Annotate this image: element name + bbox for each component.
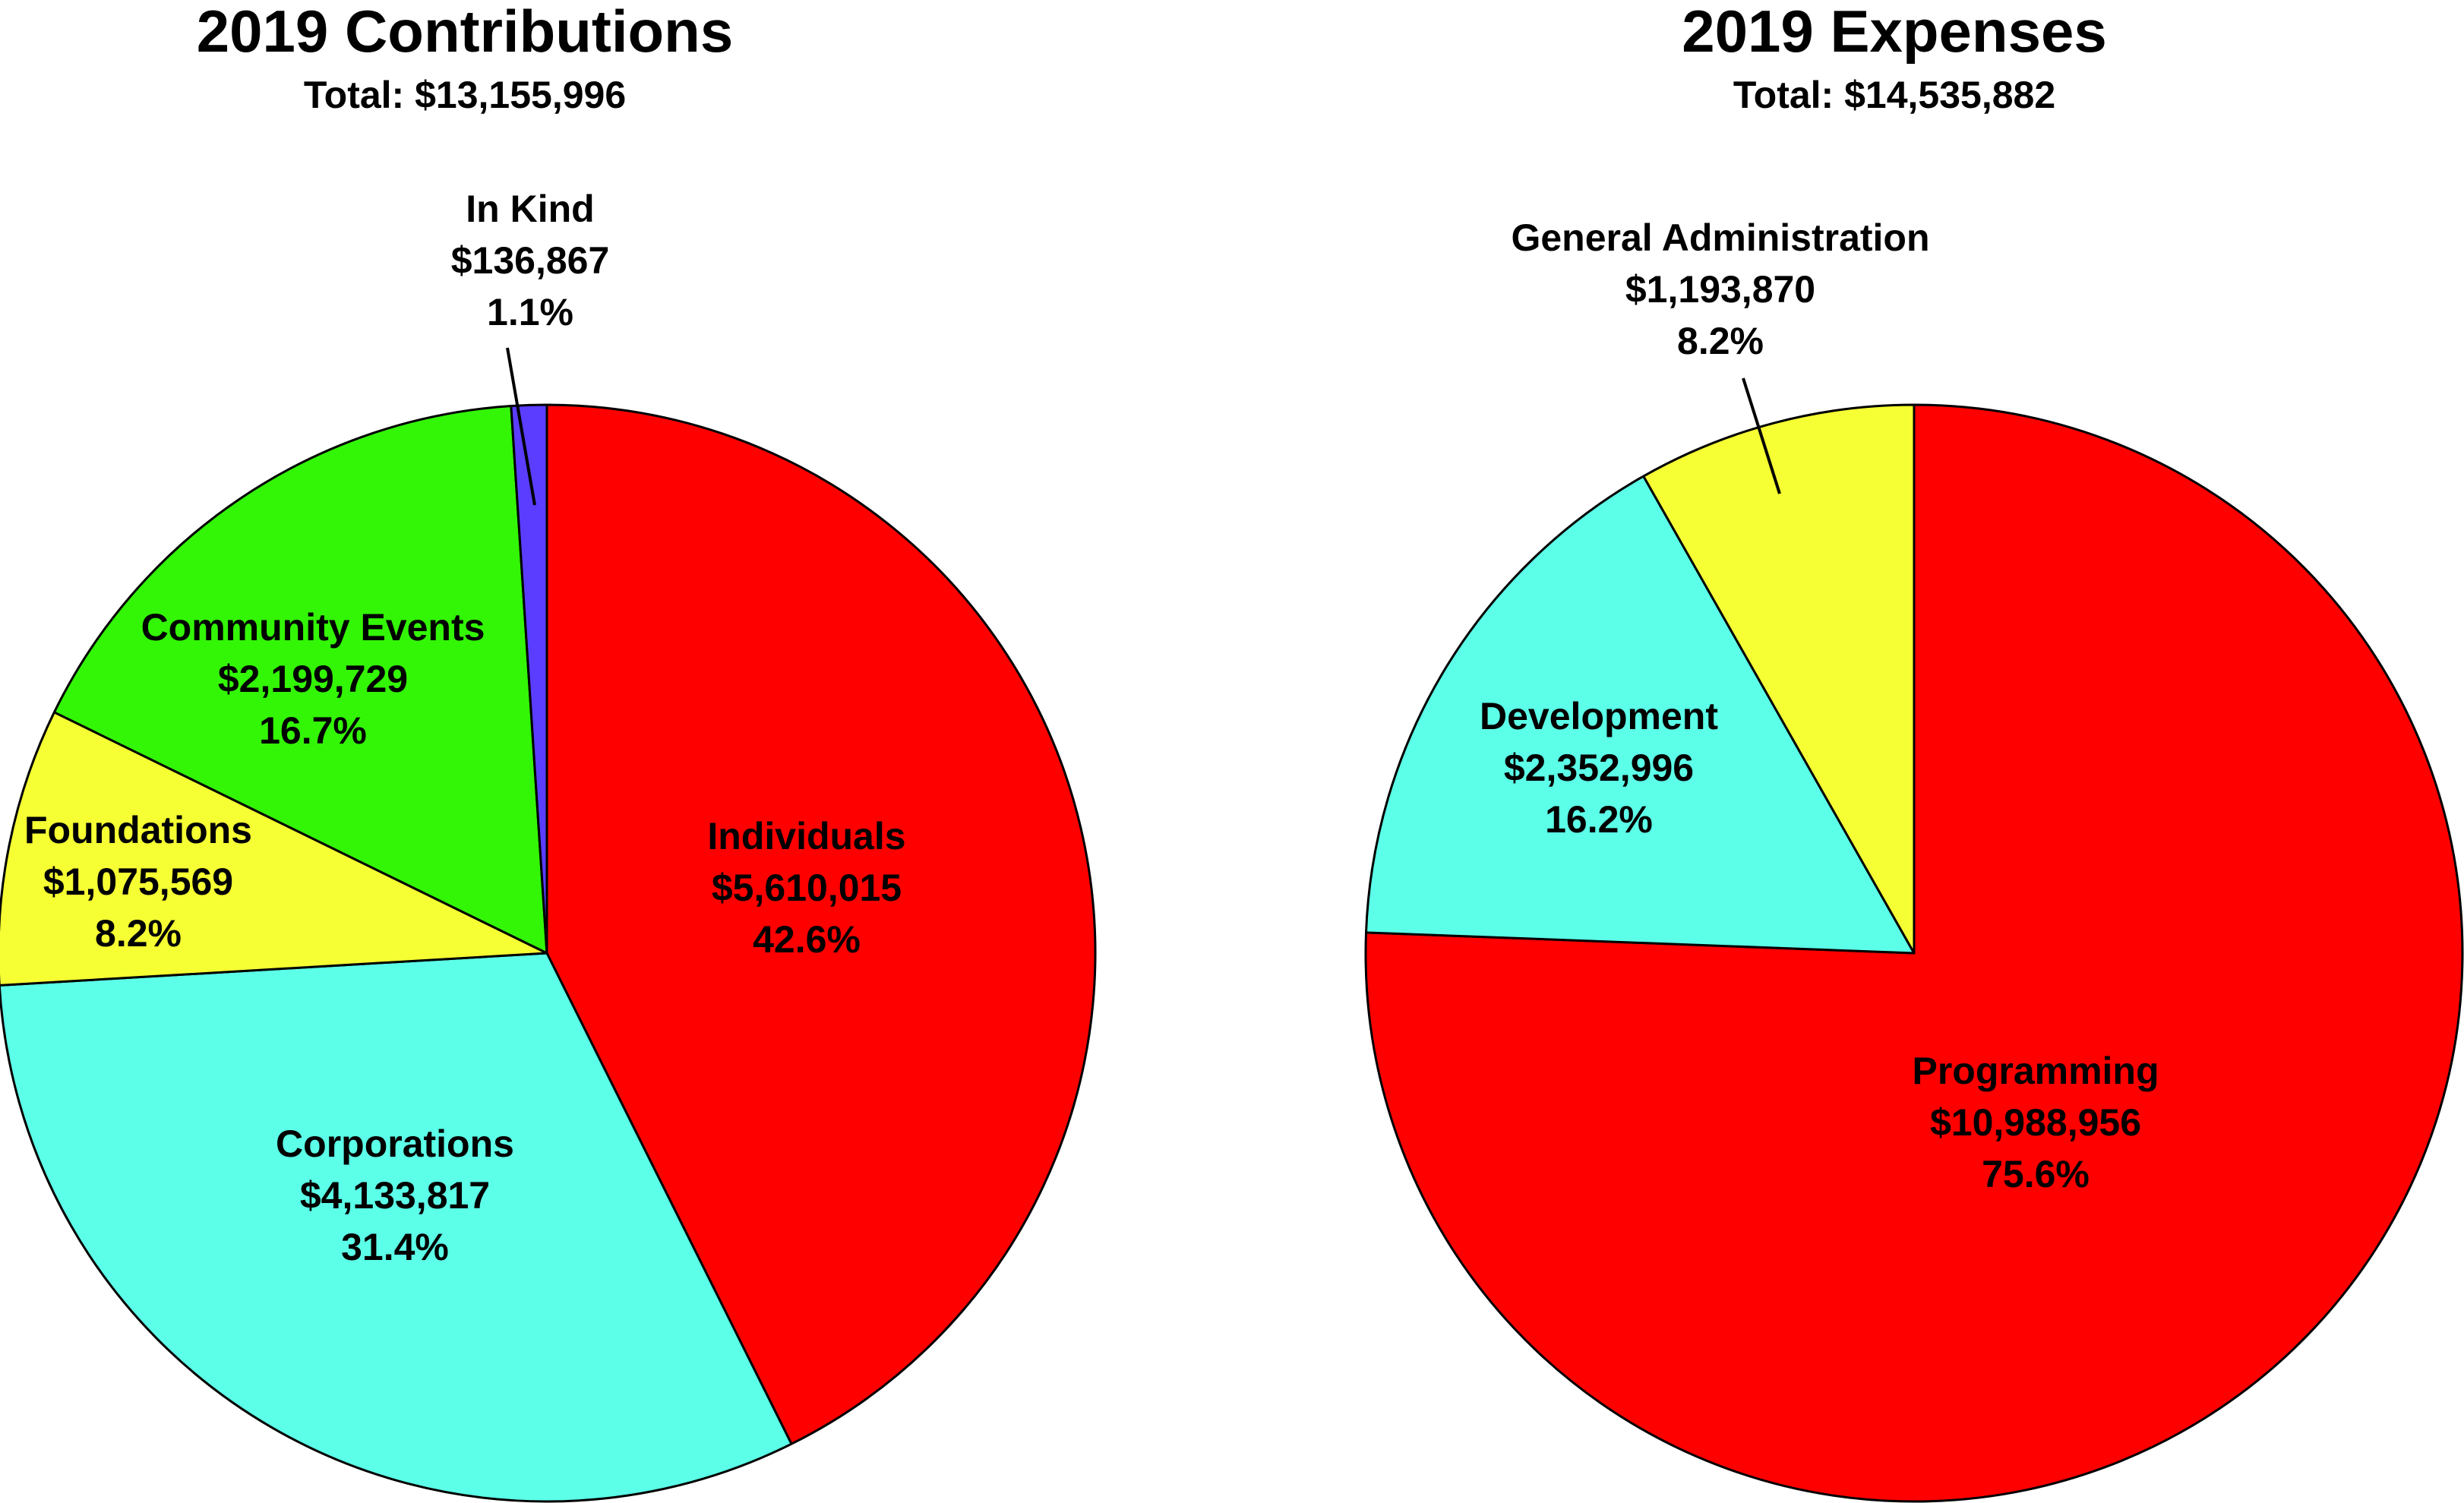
- contributions-pie: Individuals $5,610,015 42.6% Corporations $4…: [0, 188, 1097, 1503]
- contributions-label-amount: $4,133,817: [300, 1174, 490, 1217]
- contributions-label-amount: $5,610,015: [712, 867, 902, 909]
- expenses-total: Total: $14,535,882: [1733, 74, 2055, 116]
- contributions-label-foundations: Foundations $1,075,569 8.2%: [24, 809, 252, 955]
- contributions-label-amount: $2,199,729: [218, 658, 408, 700]
- contributions-title: 2019 Contributions: [197, 0, 733, 65]
- contributions-slice-corporations: [0, 952, 793, 1503]
- contributions-label-name: Community Events: [141, 606, 485, 649]
- expenses-label-percent: 8.2%: [1677, 320, 1764, 362]
- expenses-label-general-administration: General Administration $1,193,870 8.2%: [1511, 216, 1929, 362]
- contributions-label-name: Foundations: [24, 809, 252, 851]
- contributions-label-name: Corporations: [276, 1123, 514, 1165]
- expenses-label-name: Programming: [1912, 1050, 2159, 1092]
- contributions-label-in-kind: In Kind $136,867 1.1%: [451, 188, 610, 333]
- contributions-label-name: In Kind: [466, 188, 594, 230]
- expenses-pie: Programming $10,988,956 75.6% Development $2…: [1364, 216, 2464, 1503]
- contributions-leader-line-in-kind: [506, 347, 536, 506]
- contributions-slice-foundations: [0, 711, 548, 987]
- contributions-label-corporations: Corporations $4,133,817 31.4%: [276, 1123, 514, 1268]
- contributions-label-percent: 8.2%: [95, 912, 182, 955]
- expenses-chart: 2019 Expenses Total: $14,535,882 Program…: [1364, 0, 2464, 1503]
- expenses-label-percent: 75.6%: [1982, 1153, 2090, 1195]
- expenses-leader-line-general-administration: [1742, 377, 1781, 494]
- contributions-label-name: Individuals: [707, 815, 905, 857]
- contributions-label-amount: $1,075,569: [43, 860, 233, 903]
- expenses-label-name: General Administration: [1511, 216, 1929, 259]
- contributions-label-percent: 31.4%: [341, 1226, 449, 1268]
- contributions-total: Total: $13,155,996: [304, 74, 626, 116]
- expenses-label-name: Development: [1480, 695, 1718, 737]
- contributions-label-individuals: Individuals $5,610,015 42.6%: [707, 815, 905, 961]
- contributions-label-percent: 1.1%: [487, 291, 573, 333]
- expenses-label-programming: Programming $10,988,956 75.6%: [1912, 1050, 2159, 1195]
- contributions-slice-in-kind: [510, 403, 548, 955]
- contributions-slice-community-events: [52, 405, 548, 955]
- contributions-slice-individuals: [545, 403, 1097, 1445]
- expenses-title: 2019 Expenses: [1682, 0, 2106, 65]
- expenses-label-amount: $1,193,870: [1625, 268, 1815, 311]
- contributions-label-community-events: Community Events $2,199,729 16.7%: [141, 606, 485, 752]
- expenses-slice-general-administration: [1642, 403, 1916, 955]
- contributions-label-amount: $136,867: [451, 239, 610, 282]
- contributions-label-percent: 42.6%: [753, 918, 861, 961]
- expenses-label-percent: 16.2%: [1545, 798, 1653, 841]
- expenses-label-development: Development $2,352,996 16.2%: [1480, 695, 1718, 841]
- expenses-slice-development: [1365, 475, 1916, 955]
- contributions-label-percent: 16.7%: [259, 709, 367, 752]
- expenses-label-amount: $10,988,956: [1930, 1101, 2141, 1144]
- expenses-label-amount: $2,352,996: [1504, 747, 1694, 789]
- contributions-chart: 2019 Contributions Total: $13,155,996 In…: [0, 0, 1097, 1503]
